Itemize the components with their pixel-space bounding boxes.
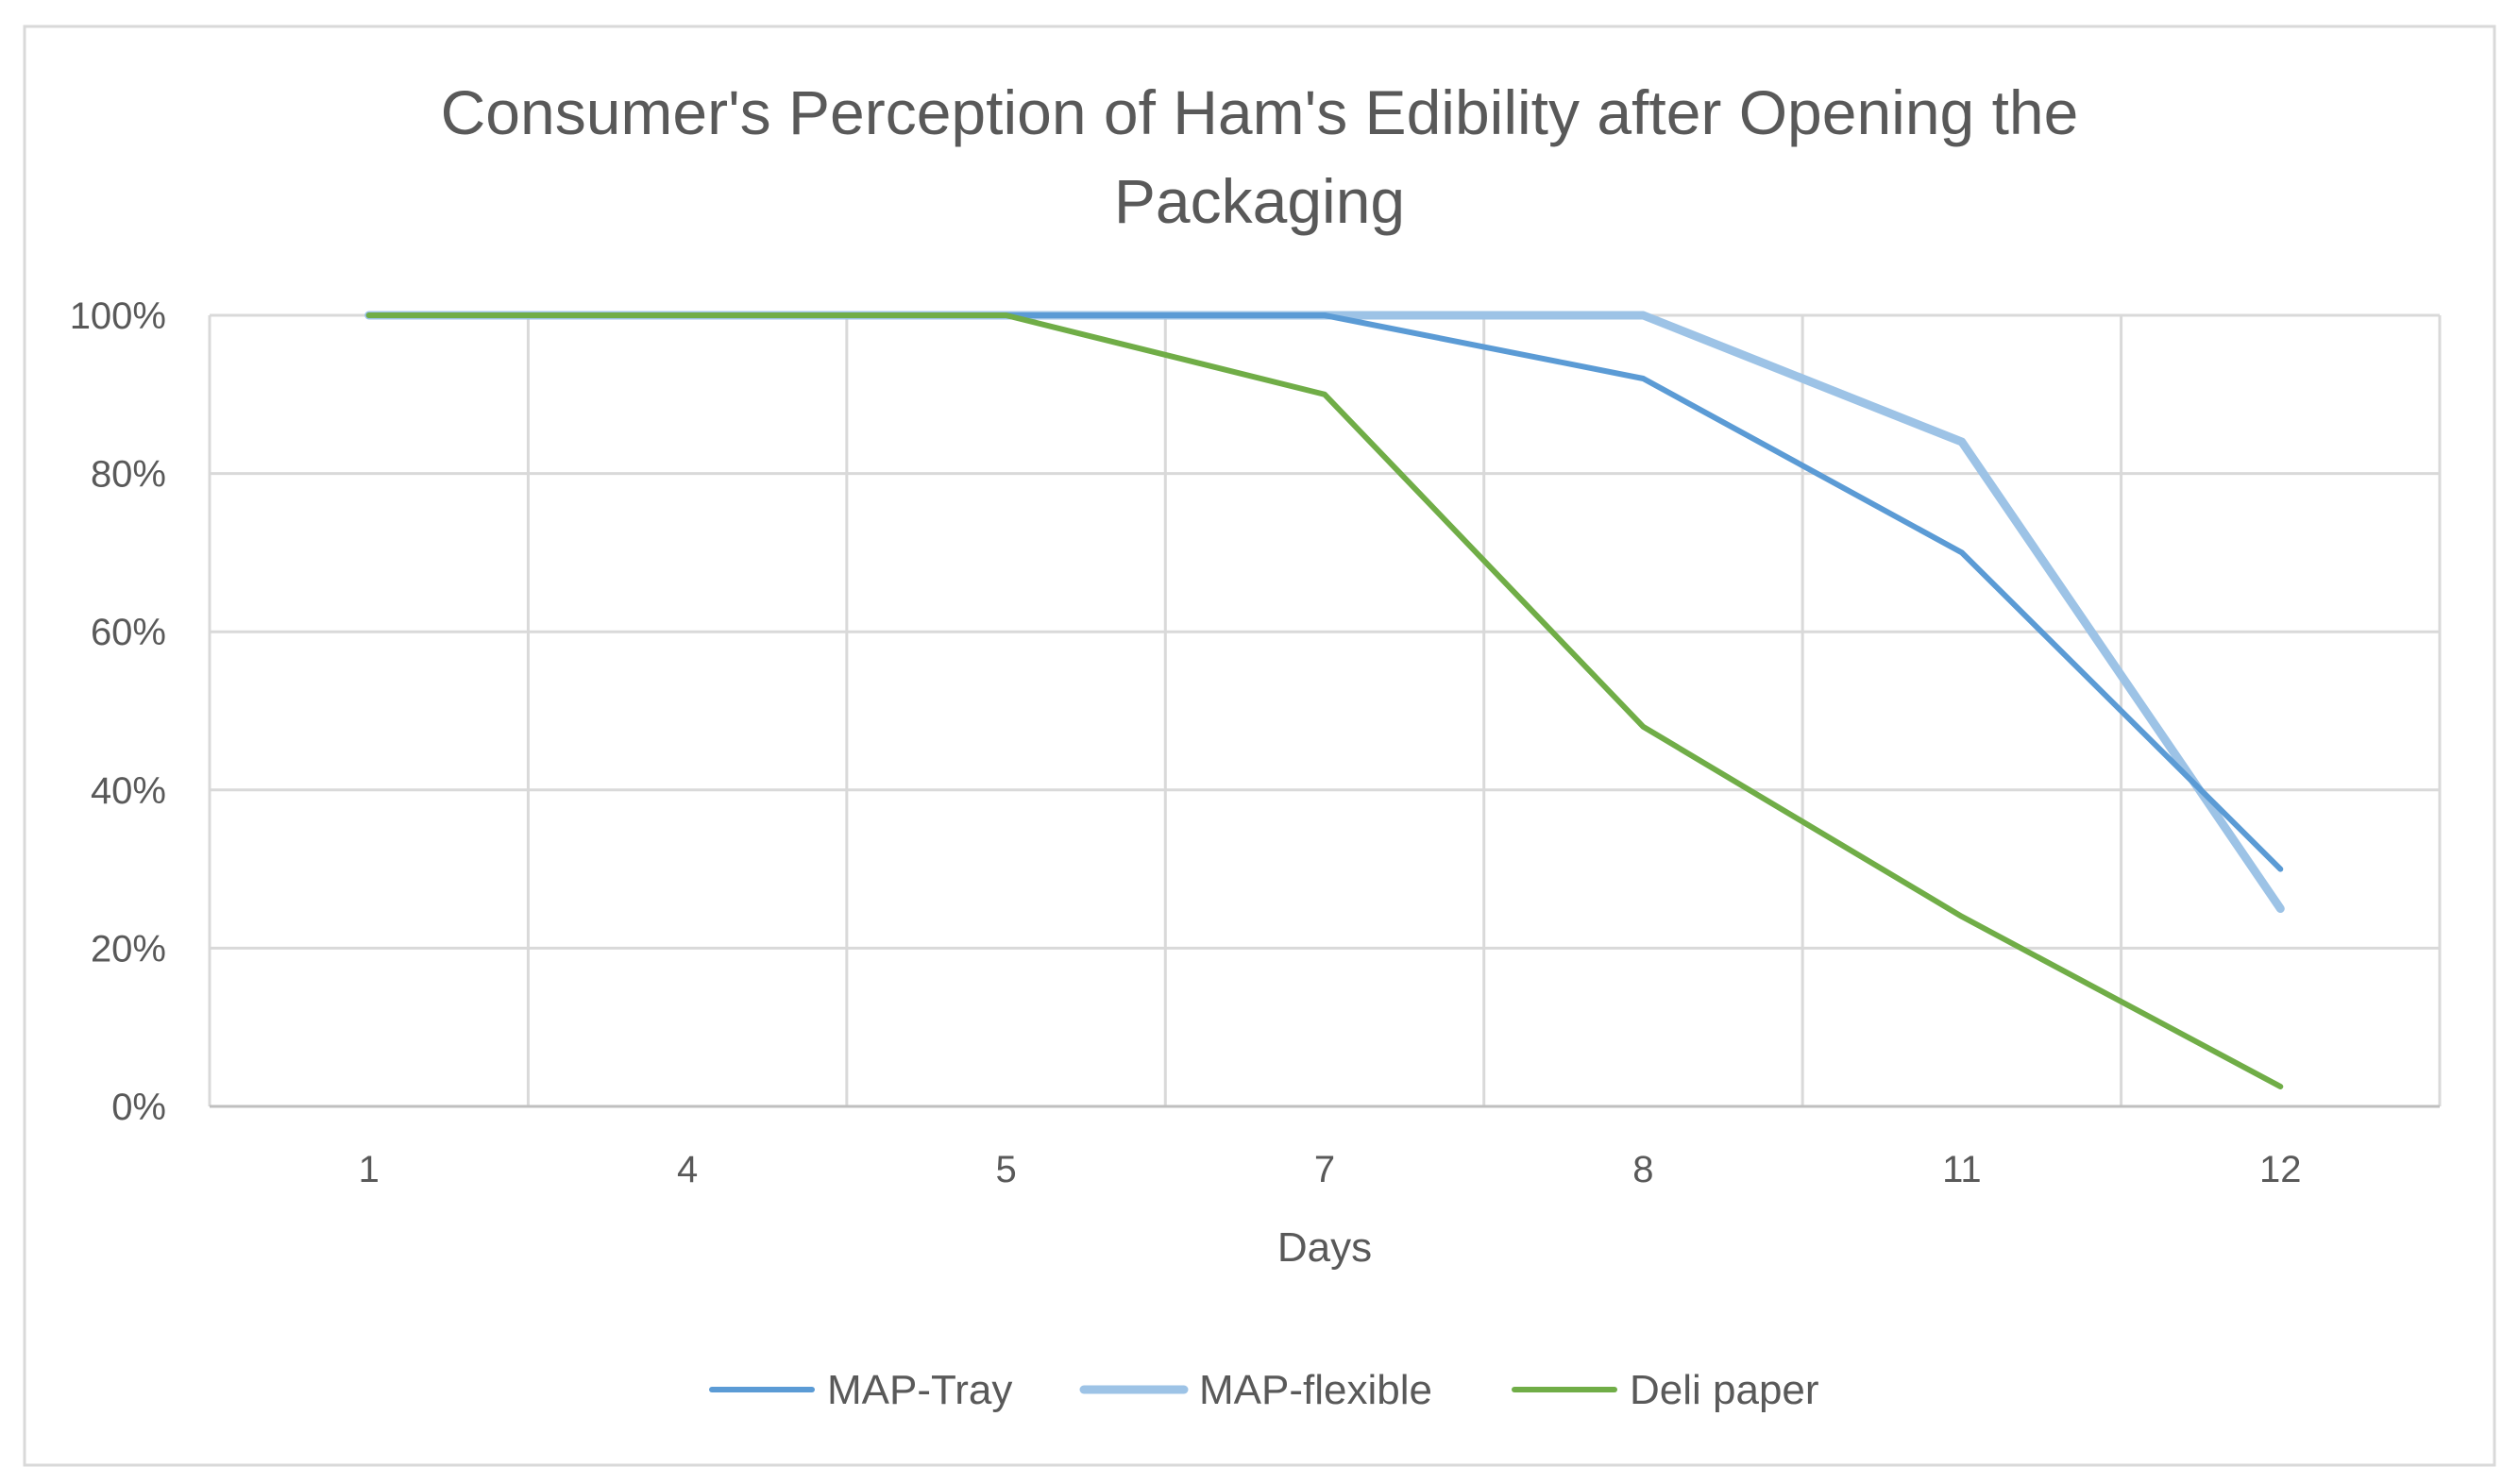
y-tick-label: 40% [91, 770, 166, 812]
y-tick-label: 100% [70, 295, 166, 337]
y-tick-label: 60% [91, 612, 166, 653]
x-tick-label: 4 [677, 1149, 698, 1190]
x-axis-title: Days [1277, 1224, 1372, 1271]
y-tick-label: 0% [111, 1087, 166, 1128]
y-axis-ticks: 0% 20% 40% 60% 80% 100% [70, 295, 166, 1128]
series-lines [364, 311, 2285, 1089]
x-tick-label: 12 [2259, 1149, 2302, 1190]
y-tick-label: 80% [91, 454, 166, 496]
x-tick-label: 11 [1942, 1149, 1982, 1190]
legend-label-map-tray: MAP-Tray [827, 1367, 1012, 1413]
series-line-deli-paper [365, 312, 2284, 1089]
chart-title-line-1: Consumer's Perception of Ham's Edibility… [441, 77, 2079, 147]
y-tick-label: 20% [91, 928, 166, 970]
legend-label-map-flexible: MAP-flexible [1199, 1367, 1432, 1413]
x-tick-label: 7 [1314, 1149, 1335, 1190]
chart-title-line-2: Packaging [1114, 166, 1405, 236]
legend: MAP-Tray MAP-flexible Deli paper [709, 1367, 1819, 1413]
x-axis-ticks: 1 4 5 7 8 11 12 [359, 1149, 2302, 1190]
legend-label-deli-paper: Deli paper [1630, 1367, 1819, 1413]
x-tick-label: 1 [359, 1149, 380, 1190]
chart-border [23, 25, 2496, 1467]
x-tick-label: 8 [1632, 1149, 1653, 1190]
x-tick-label: 5 [995, 1149, 1016, 1190]
